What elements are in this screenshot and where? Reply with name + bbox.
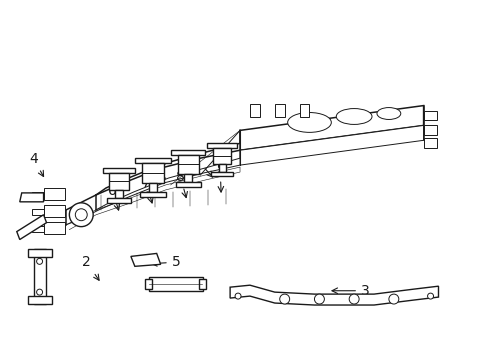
Bar: [423, 138, 437, 148]
Bar: [206, 143, 237, 148]
Text: 3: 3: [331, 284, 369, 298]
Bar: [115, 190, 122, 198]
Polygon shape: [17, 215, 46, 239]
Bar: [28, 249, 51, 257]
Bar: [43, 205, 65, 217]
Bar: [211, 172, 233, 176]
Bar: [43, 188, 65, 200]
Text: 9: 9: [215, 162, 224, 192]
Circle shape: [37, 289, 42, 295]
Circle shape: [69, 203, 93, 227]
Circle shape: [37, 258, 42, 264]
Bar: [299, 104, 309, 117]
Bar: [135, 158, 170, 163]
Text: 8: 8: [176, 170, 187, 198]
Circle shape: [235, 293, 241, 299]
Circle shape: [388, 294, 398, 304]
Circle shape: [314, 294, 324, 304]
Bar: [184, 174, 192, 182]
Circle shape: [279, 294, 289, 304]
Ellipse shape: [287, 113, 331, 132]
Bar: [218, 165, 225, 172]
Circle shape: [348, 294, 358, 304]
Polygon shape: [131, 253, 161, 266]
Bar: [199, 279, 206, 289]
Polygon shape: [240, 105, 423, 150]
Polygon shape: [240, 125, 423, 165]
Bar: [274, 104, 284, 117]
Bar: [142, 163, 163, 183]
Bar: [140, 192, 165, 197]
Text: 6: 6: [108, 184, 120, 210]
Ellipse shape: [336, 109, 371, 125]
Bar: [249, 104, 259, 117]
Text: 4: 4: [29, 152, 43, 176]
Bar: [102, 168, 135, 172]
Text: 1: 1: [191, 152, 212, 177]
Bar: [148, 277, 203, 291]
Bar: [28, 296, 51, 304]
Bar: [32, 192, 43, 198]
Bar: [176, 182, 200, 187]
Ellipse shape: [376, 108, 400, 120]
Bar: [34, 249, 45, 304]
Text: 7: 7: [142, 176, 153, 203]
Text: 2: 2: [82, 255, 99, 280]
Bar: [423, 125, 437, 135]
Polygon shape: [230, 285, 438, 305]
Bar: [423, 111, 437, 121]
Bar: [32, 226, 43, 231]
Circle shape: [427, 293, 433, 299]
Bar: [43, 222, 65, 234]
Bar: [212, 148, 231, 165]
Circle shape: [75, 209, 87, 221]
Polygon shape: [20, 193, 43, 202]
Bar: [148, 183, 157, 192]
Bar: [144, 279, 151, 289]
Bar: [109, 172, 128, 190]
Bar: [32, 209, 43, 215]
Bar: [178, 155, 199, 174]
Text: 5: 5: [151, 255, 180, 269]
Bar: [107, 198, 130, 203]
Bar: [171, 150, 205, 155]
